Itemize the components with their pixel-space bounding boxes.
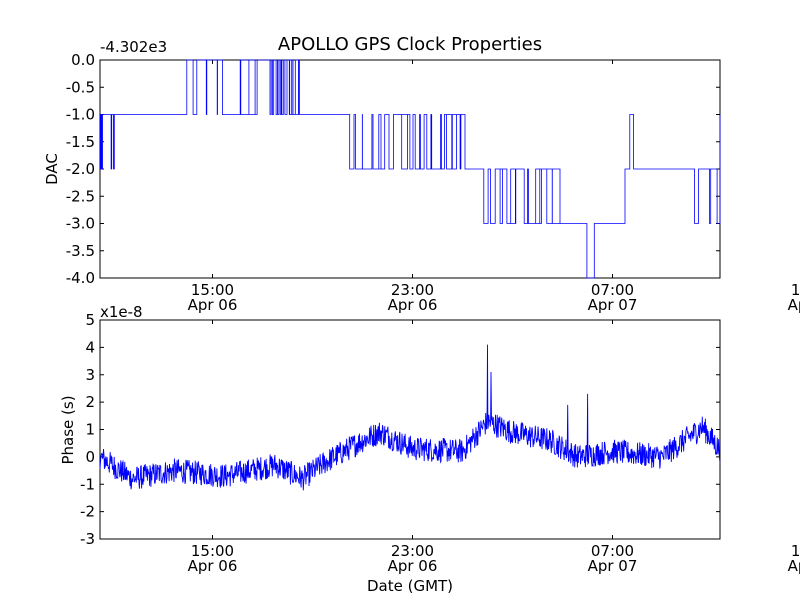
phase-xtick-date: Apr 06 — [188, 557, 238, 575]
phase-line — [99, 344, 721, 491]
phase-ytick-label: 4 — [85, 338, 95, 356]
dac-chart: -4.0 -3.5 -3.0 -2.5 -2.0 -1.5 -1.0 -0.5 0.0 15:00… — [43, 34, 800, 314]
dac-xtick-date: Apr 07 — [588, 296, 638, 314]
phase-xtick-time: 07:00 — [591, 542, 634, 560]
chart-title: APOLLO GPS Clock Properties — [278, 34, 542, 55]
phase-offset-label: x1e-8 — [100, 303, 143, 321]
phase-ytick-label: -1 — [80, 475, 95, 493]
phase-ytick-label: 5 — [85, 311, 95, 329]
dac-ytick-label: -3.0 — [66, 215, 95, 233]
phase-ytick-label: -3 — [80, 530, 95, 548]
phase-plot-area — [99, 319, 721, 540]
dac-ytick-label: -2.0 — [66, 160, 95, 178]
dac-ytick-label: -1.5 — [66, 133, 95, 151]
dac-xtick-date: Apr 07 — [788, 296, 800, 314]
dac-ylabel: DAC — [43, 153, 61, 185]
dac-ytick-label: -1.0 — [66, 106, 95, 124]
phase-ytick-label: 1 — [85, 421, 95, 439]
dac-xtick-time: 23:00 — [391, 281, 434, 299]
dac-ytick-label: -0.5 — [66, 78, 95, 96]
phase-xtick-date: Apr 07 — [788, 557, 800, 575]
dac-xtick-time: 15:00 — [191, 281, 234, 299]
dac-xtick-date: Apr 06 — [388, 296, 438, 314]
dac-ticks: -4.0 -3.5 -3.0 -2.5 -2.0 -1.5 -1.0 -0.5 0.0 15:00… — [66, 51, 800, 314]
dac-ytick-label: -4.0 — [66, 269, 95, 287]
phase-ylabel: Phase (s) — [59, 395, 77, 464]
dac-line — [100, 59, 721, 279]
phase-ytick-label: 2 — [85, 393, 95, 411]
dac-series — [100, 59, 721, 279]
dac-ytick-label: -2.5 — [66, 187, 95, 205]
phase-xtick-time: 23:00 — [391, 542, 434, 560]
dac-ytick-label: -3.5 — [66, 242, 95, 260]
phase-xtick-date: Apr 06 — [388, 557, 438, 575]
dac-offset-label: -4.302e3 — [100, 38, 167, 56]
phase-ytick-label: 3 — [85, 366, 95, 384]
dac-ytick-label: 0.0 — [71, 51, 95, 69]
phase-xtick-date: Apr 07 — [588, 557, 638, 575]
dac-xtick-time: 07:00 — [591, 281, 634, 299]
phase-xtick-time: 15:00 — [791, 542, 800, 560]
phase-ytick-label: 0 — [85, 448, 95, 466]
dac-xtick-time: 15:00 — [791, 281, 800, 299]
phase-xlabel: Date (GMT) — [367, 577, 453, 595]
dac-xtick-date: Apr 06 — [188, 296, 238, 314]
phase-ytick-label: -2 — [80, 503, 95, 521]
phase-xtick-time: 15:00 — [191, 542, 234, 560]
phase-series — [99, 344, 721, 491]
